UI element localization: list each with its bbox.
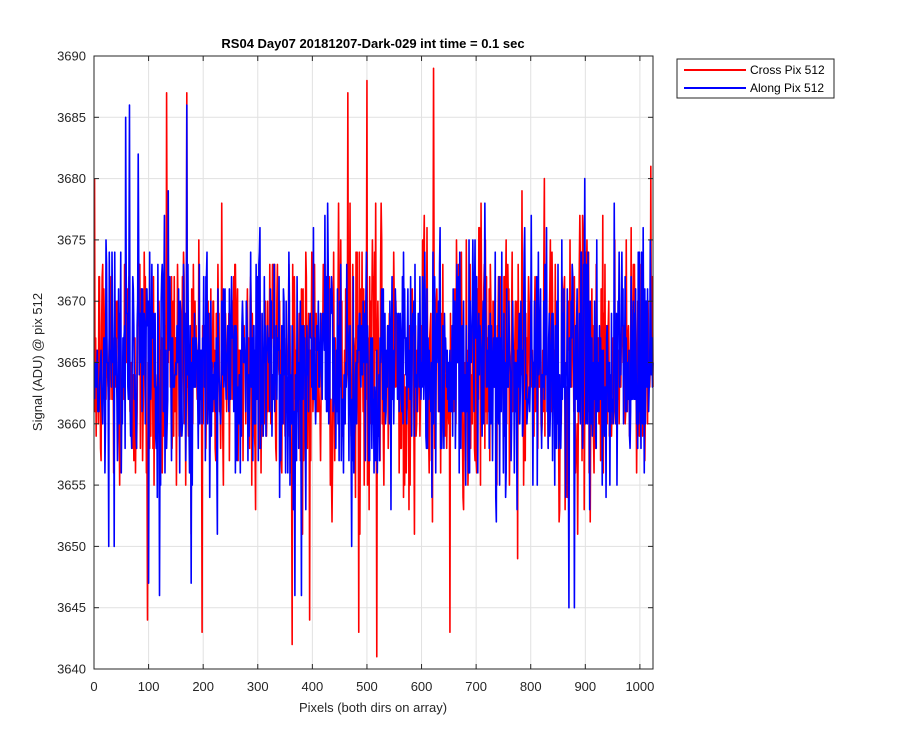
y-tick-label: 3665 bbox=[57, 355, 86, 370]
legend: Cross Pix 512 Along Pix 512 bbox=[676, 58, 835, 99]
legend-entry-along: Along Pix 512 bbox=[750, 81, 824, 95]
y-tick-label: 3675 bbox=[57, 232, 86, 247]
x-tick-label: 500 bbox=[356, 679, 378, 694]
y-tick-label: 3640 bbox=[57, 662, 86, 677]
series-along-pix-512 bbox=[93, 104, 654, 609]
y-tick-label: 3670 bbox=[57, 294, 86, 309]
y-tick-label: 3660 bbox=[57, 416, 86, 431]
y-tick-label: 3650 bbox=[57, 539, 86, 554]
x-tick-label: 600 bbox=[411, 679, 433, 694]
legend-box bbox=[676, 58, 835, 99]
series-cross-pix-512 bbox=[93, 67, 654, 658]
y-tick-label: 3680 bbox=[57, 171, 86, 186]
x-axis-label: Pixels (both dirs on array) bbox=[299, 700, 447, 715]
x-tick-label: 900 bbox=[574, 679, 596, 694]
x-tick-label: 300 bbox=[247, 679, 269, 694]
y-tick-label: 3690 bbox=[57, 49, 86, 64]
series-lines bbox=[93, 67, 654, 658]
x-tick-label: 0 bbox=[90, 679, 97, 694]
x-tick-label: 200 bbox=[192, 679, 214, 694]
x-tick-label: 800 bbox=[520, 679, 542, 694]
y-tick-label: 3655 bbox=[57, 478, 86, 493]
y-axis-label: Signal (ADU) @ pix 512 bbox=[30, 293, 45, 431]
y-tick-label: 3685 bbox=[57, 110, 86, 125]
x-tick-label: 400 bbox=[302, 679, 324, 694]
x-tick-label: 1000 bbox=[625, 679, 654, 694]
y-tick-label: 3645 bbox=[57, 600, 86, 615]
legend-entry-cross: Cross Pix 512 bbox=[750, 63, 825, 77]
x-tick-label: 700 bbox=[465, 679, 487, 694]
x-tick-label: 100 bbox=[138, 679, 160, 694]
ticks: 0 100 200 300 400 500 600 700 800 900 1000 3640 3645… bbox=[57, 49, 654, 695]
chart-title: RS04 Day07 20181207-Dark-029 int time = … bbox=[221, 36, 524, 51]
